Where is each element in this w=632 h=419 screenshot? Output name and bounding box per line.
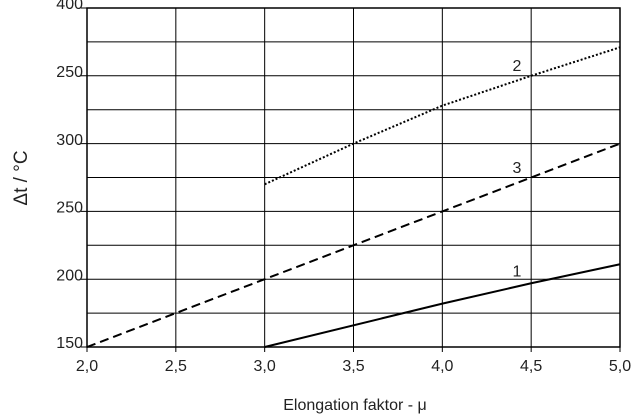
x-tick-label: 3,0 — [254, 358, 276, 375]
y-axis-label: Δt / °C — [11, 150, 32, 205]
series-label: 3 — [513, 160, 522, 177]
y-tick-label: 250 — [56, 64, 83, 81]
x-axis-label: Elongation faktor - μ — [283, 397, 427, 414]
x-tick-label: 2,0 — [76, 358, 98, 375]
y-tick-label: 150 — [56, 335, 83, 352]
series-label: 1 — [513, 264, 522, 281]
x-tick-label: 4,5 — [520, 358, 542, 375]
y-tick-label: 200 — [56, 267, 83, 284]
line — [86, 142, 621, 348]
y-tick-label: 300 — [56, 132, 83, 149]
x-tick-label: 2,5 — [165, 358, 187, 375]
x-tick-label: 4,0 — [431, 358, 453, 375]
line — [264, 263, 621, 348]
series-label: 2 — [513, 58, 522, 75]
x-tick-label: 5,0 — [609, 358, 631, 375]
x-tick-label: 3,5 — [342, 358, 364, 375]
plot-frame — [86, 7, 621, 348]
y-tick-label: 400 — [56, 0, 83, 13]
y-tick-label: 250 — [56, 200, 83, 217]
line — [264, 46, 621, 186]
